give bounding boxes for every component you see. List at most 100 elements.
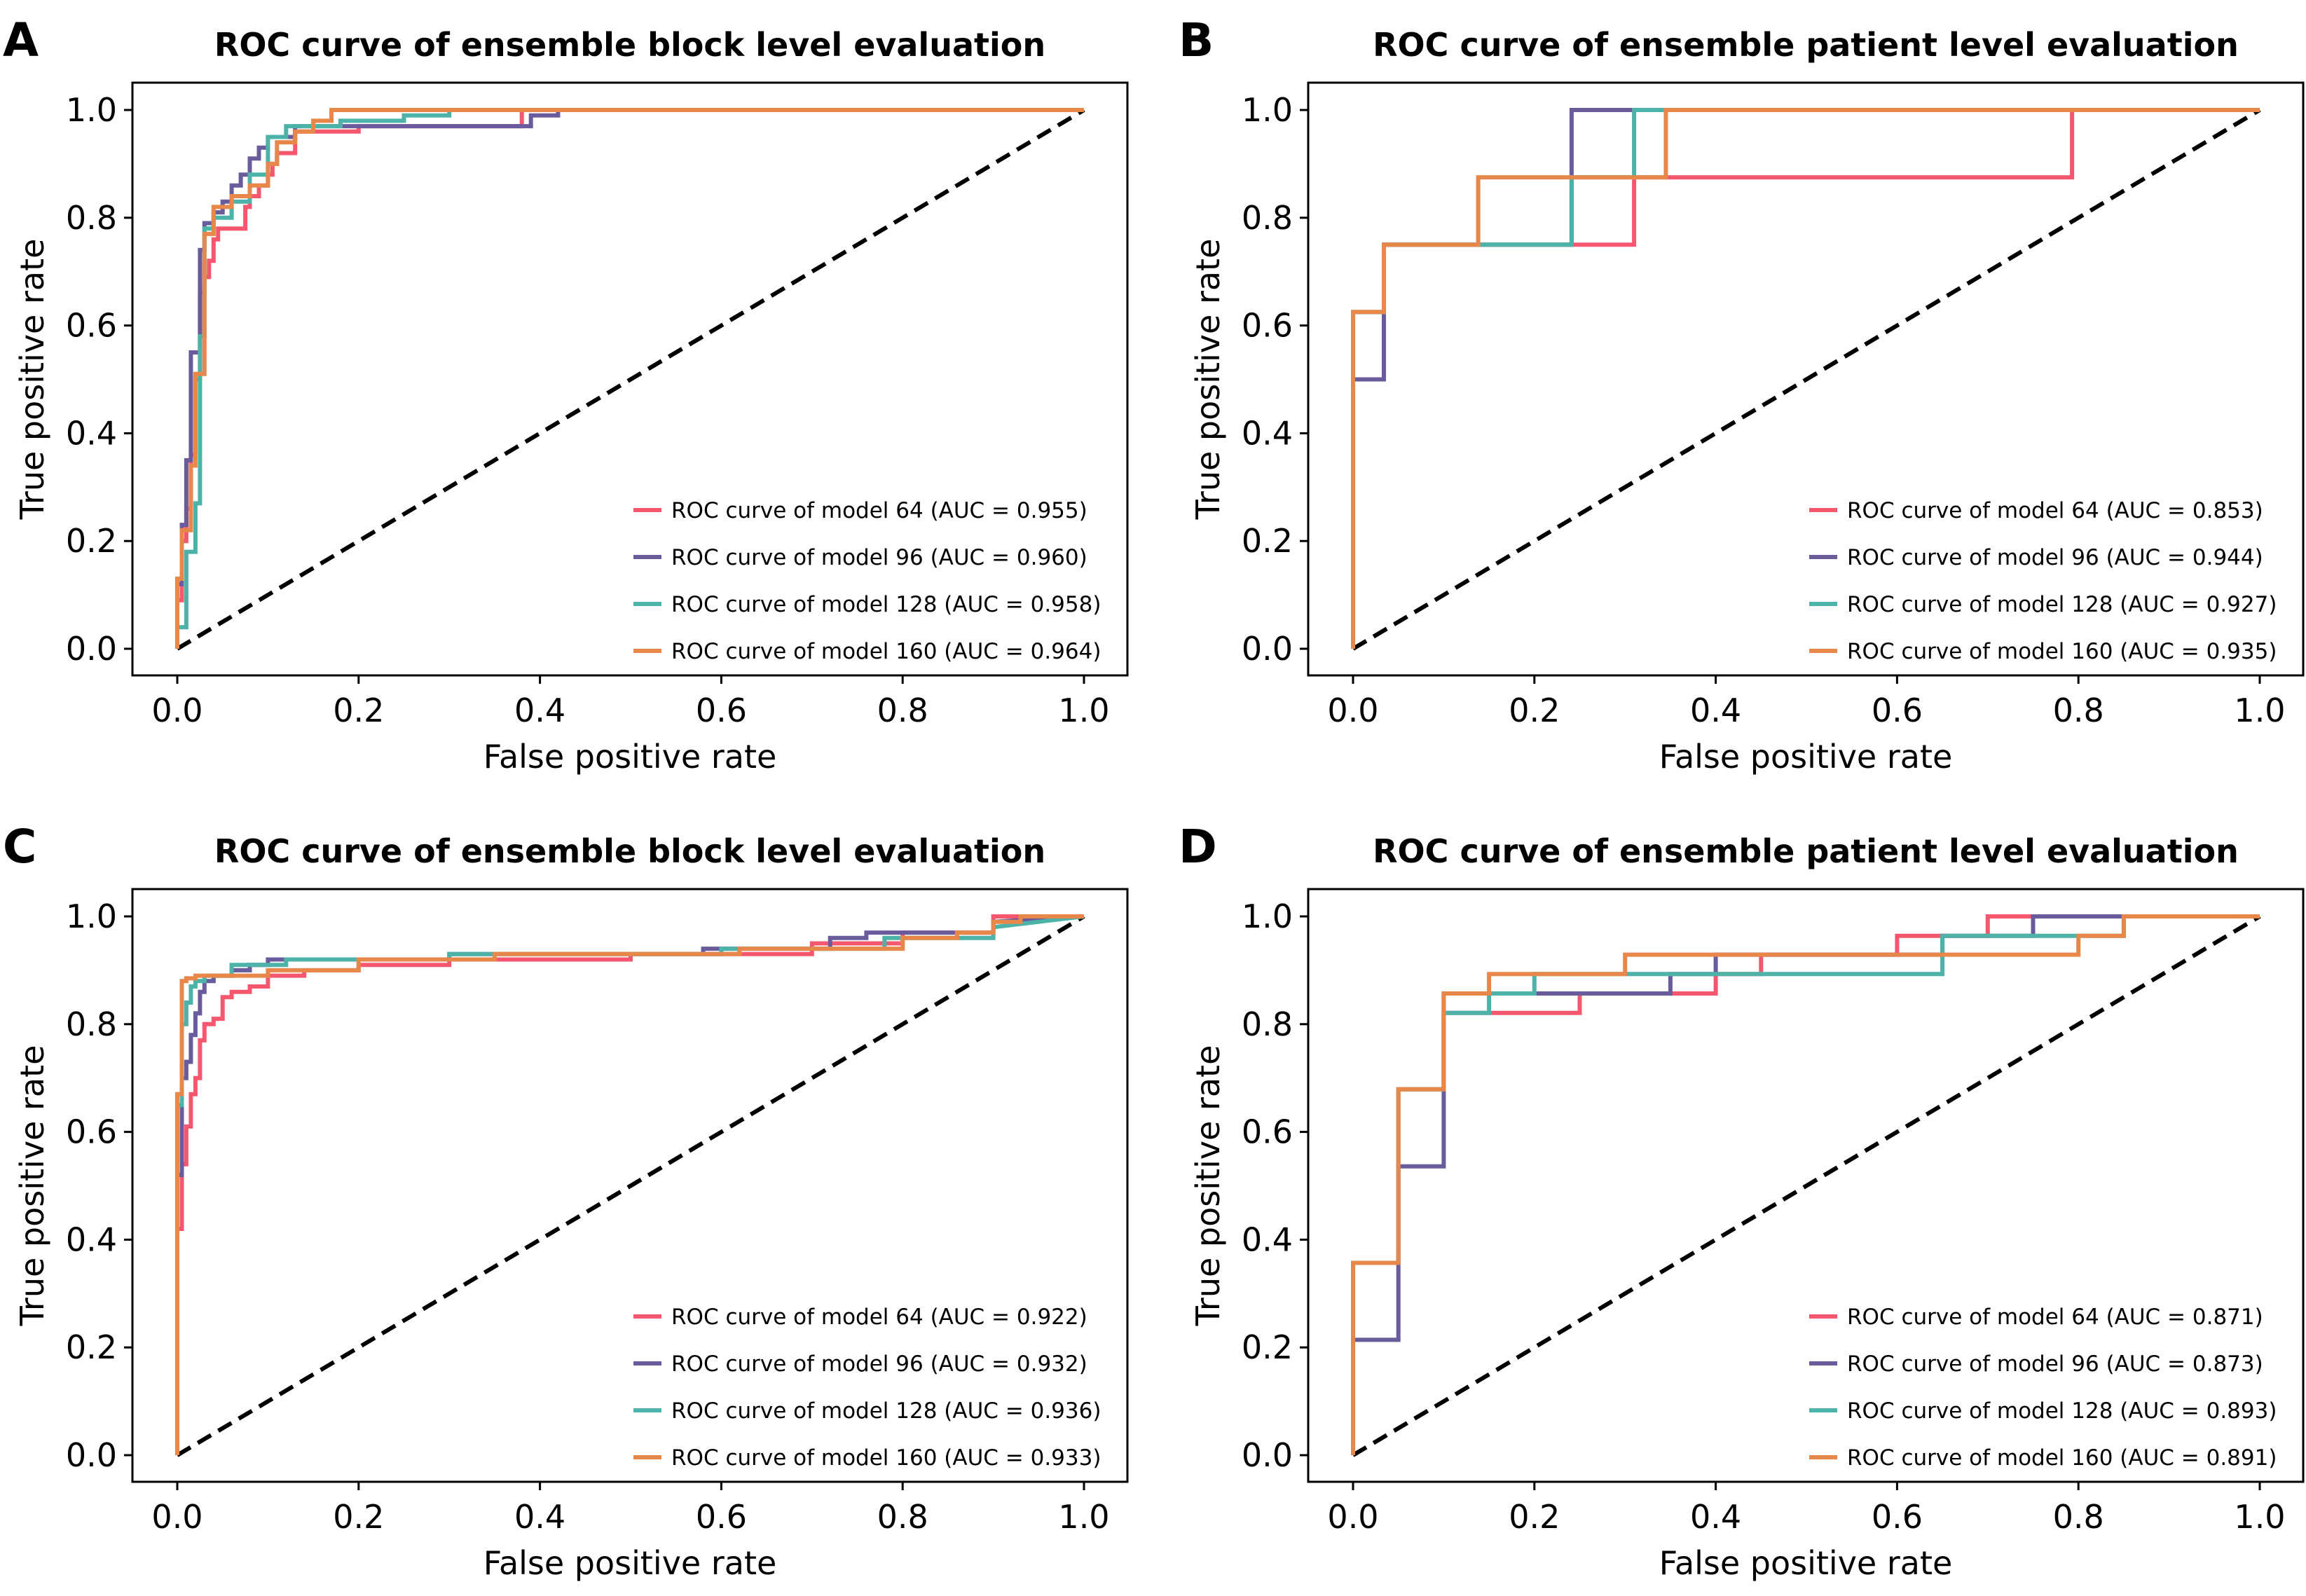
y-tick-label: 1.0 xyxy=(66,897,117,935)
y-tick-label: 0.4 xyxy=(66,414,117,452)
axes-frame xyxy=(131,81,1129,677)
roc-curve-model-160 xyxy=(1351,108,2260,649)
chance-diagonal-line xyxy=(1352,108,2261,651)
roc-curve-model-160 xyxy=(175,108,1084,649)
legend-entry: ROC curve of model 64 (AUC = 0.871) xyxy=(1847,1305,2263,1330)
y-tick-label: 0.6 xyxy=(66,307,117,345)
y-tick-label: 0.0 xyxy=(1242,630,1293,668)
y-tick-label: 1.0 xyxy=(1242,897,1293,935)
chart-title: ROC curve of ensemble patient level eval… xyxy=(1373,26,2239,64)
y-tick-label: 0.6 xyxy=(66,1113,117,1151)
legend-entry: ROC curve of model 96 (AUC = 0.960) xyxy=(671,545,1087,570)
legend-entry: ROC curve of model 160 (AUC = 0.964) xyxy=(671,639,1101,664)
y-tick-label: 1.0 xyxy=(1242,91,1293,129)
y-tick-label: 0.0 xyxy=(1242,1436,1293,1474)
y-tick-label: 0.8 xyxy=(1242,1005,1293,1043)
panel-a: A ROC curve of ensemble block level evalu… xyxy=(3,13,1129,776)
y-axis-label: True positive rate xyxy=(13,1045,51,1327)
x-tick-label: 0.4 xyxy=(514,692,565,729)
chart-title: ROC curve of ensemble block level evalua… xyxy=(214,832,1045,870)
panel-letter: D xyxy=(1179,820,1217,874)
x-tick-label: 0.0 xyxy=(1327,692,1378,729)
y-tick-label: 1.0 xyxy=(66,91,117,129)
legend: ROC curve of model 64 (AUC = 0.955) ROC c… xyxy=(633,498,1101,664)
y-tick-label: 0.4 xyxy=(66,1220,117,1258)
x-tick-label: 0.2 xyxy=(333,1498,384,1536)
chance-diagonal-line xyxy=(1352,914,2261,1457)
x-tick-label: 0.8 xyxy=(877,692,928,729)
legend-entry: ROC curve of model 160 (AUC = 0.891) xyxy=(1847,1445,2277,1471)
y-tick-label: 0.2 xyxy=(66,522,117,560)
axes-frame xyxy=(1307,81,2305,677)
y-tick-label: 0.0 xyxy=(66,1436,117,1474)
x-tick-label: 0.8 xyxy=(2053,692,2104,729)
legend-entry: ROC curve of model 96 (AUC = 0.932) xyxy=(671,1351,1087,1377)
legend-entry: ROC curve of model 160 (AUC = 0.935) xyxy=(1847,639,2277,664)
axes-frame xyxy=(1307,888,2305,1483)
y-tick-label: 0.2 xyxy=(66,1328,117,1366)
x-axis-label: False positive rate xyxy=(483,738,777,776)
legend-entry: ROC curve of model 64 (AUC = 0.853) xyxy=(1847,498,2263,523)
chance-diagonal-line xyxy=(176,108,1085,651)
panel-c: C ROC curve of ensemble block level evalu… xyxy=(3,820,1129,1582)
legend-entry: ROC curve of model 64 (AUC = 0.955) xyxy=(671,498,1087,523)
legend-entry: ROC curve of model 128 (AUC = 0.936) xyxy=(671,1398,1101,1424)
y-tick-label: 0.6 xyxy=(1242,1113,1293,1151)
legend-entry: ROC curve of model 96 (AUC = 0.873) xyxy=(1847,1351,2263,1377)
y-axis-label: True positive rate xyxy=(1189,239,1227,521)
x-tick-label: 0.0 xyxy=(1327,1498,1378,1536)
x-axis-label: False positive rate xyxy=(1659,738,1953,776)
curves xyxy=(175,914,1085,1455)
y-tick-label: 0.6 xyxy=(1242,307,1293,345)
x-tick-label: 0.2 xyxy=(333,692,384,729)
curves xyxy=(1351,108,2260,649)
x-tick-label: 0.2 xyxy=(1509,1498,1560,1536)
x-tick-label: 0.6 xyxy=(1872,1498,1923,1536)
x-tick-label: 0.2 xyxy=(1509,692,1560,729)
y-tick-label: 0.0 xyxy=(66,630,117,668)
x-tick-label: 0.8 xyxy=(877,1498,928,1536)
y-axis-label: True positive rate xyxy=(13,239,51,521)
y-tick-label: 0.8 xyxy=(66,199,117,237)
legend-entry: ROC curve of model 64 (AUC = 0.922) xyxy=(671,1305,1087,1330)
chart-title: ROC curve of ensemble patient level eval… xyxy=(1373,832,2239,870)
legend: ROC curve of model 64 (AUC = 0.853) ROC c… xyxy=(1809,498,2277,664)
x-tick-label: 0.6 xyxy=(1872,692,1923,729)
x-tick-label: 0.8 xyxy=(2053,1498,2104,1536)
panel-b: B ROC curve of ensemble patient level eva… xyxy=(1179,13,2305,776)
panel-d: D ROC curve of ensemble patient level eva… xyxy=(1179,820,2305,1582)
roc-curve-model-96 xyxy=(175,108,1084,649)
legend-entry: ROC curve of model 96 (AUC = 0.944) xyxy=(1847,545,2263,570)
x-tick-label: 0.4 xyxy=(1690,692,1741,729)
x-tick-label: 0.0 xyxy=(151,692,203,729)
y-axis-label: True positive rate xyxy=(1189,1045,1227,1327)
curves xyxy=(1351,914,2260,1455)
curves xyxy=(175,108,1084,649)
legend: ROC curve of model 64 (AUC = 0.922) ROC c… xyxy=(633,1305,1101,1471)
chance-diagonal-line xyxy=(176,914,1085,1457)
x-tick-label: 0.0 xyxy=(151,1498,203,1536)
y-tick-label: 0.4 xyxy=(1242,1220,1293,1258)
axes-frame xyxy=(131,888,1129,1483)
roc-curve-model-160 xyxy=(175,914,1084,1455)
x-tick-label: 0.6 xyxy=(696,1498,747,1536)
legend-entry: ROC curve of model 160 (AUC = 0.933) xyxy=(671,1445,1101,1471)
panel-letter: A xyxy=(3,13,39,67)
y-tick-label: 0.8 xyxy=(1242,199,1293,237)
chart-title: ROC curve of ensemble block level evalua… xyxy=(214,26,1045,64)
y-tick-label: 0.8 xyxy=(66,1005,117,1043)
y-tick-label: 0.2 xyxy=(1242,1328,1293,1366)
roc-curve-model-160 xyxy=(1351,914,2260,1455)
legend-entry: ROC curve of model 128 (AUC = 0.958) xyxy=(671,592,1101,617)
x-tick-label: 0.4 xyxy=(514,1498,565,1536)
panel-letter: B xyxy=(1179,13,1214,67)
x-tick-label: 1.0 xyxy=(1058,1498,1109,1536)
x-tick-label: 1.0 xyxy=(2234,692,2285,729)
x-axis-label: False positive rate xyxy=(1659,1544,1953,1582)
legend-entry: ROC curve of model 128 (AUC = 0.893) xyxy=(1847,1398,2277,1424)
legend-entry: ROC curve of model 128 (AUC = 0.927) xyxy=(1847,592,2277,617)
x-tick-label: 0.6 xyxy=(696,692,747,729)
panel-letter: C xyxy=(3,820,36,874)
y-tick-label: 0.2 xyxy=(1242,522,1293,560)
